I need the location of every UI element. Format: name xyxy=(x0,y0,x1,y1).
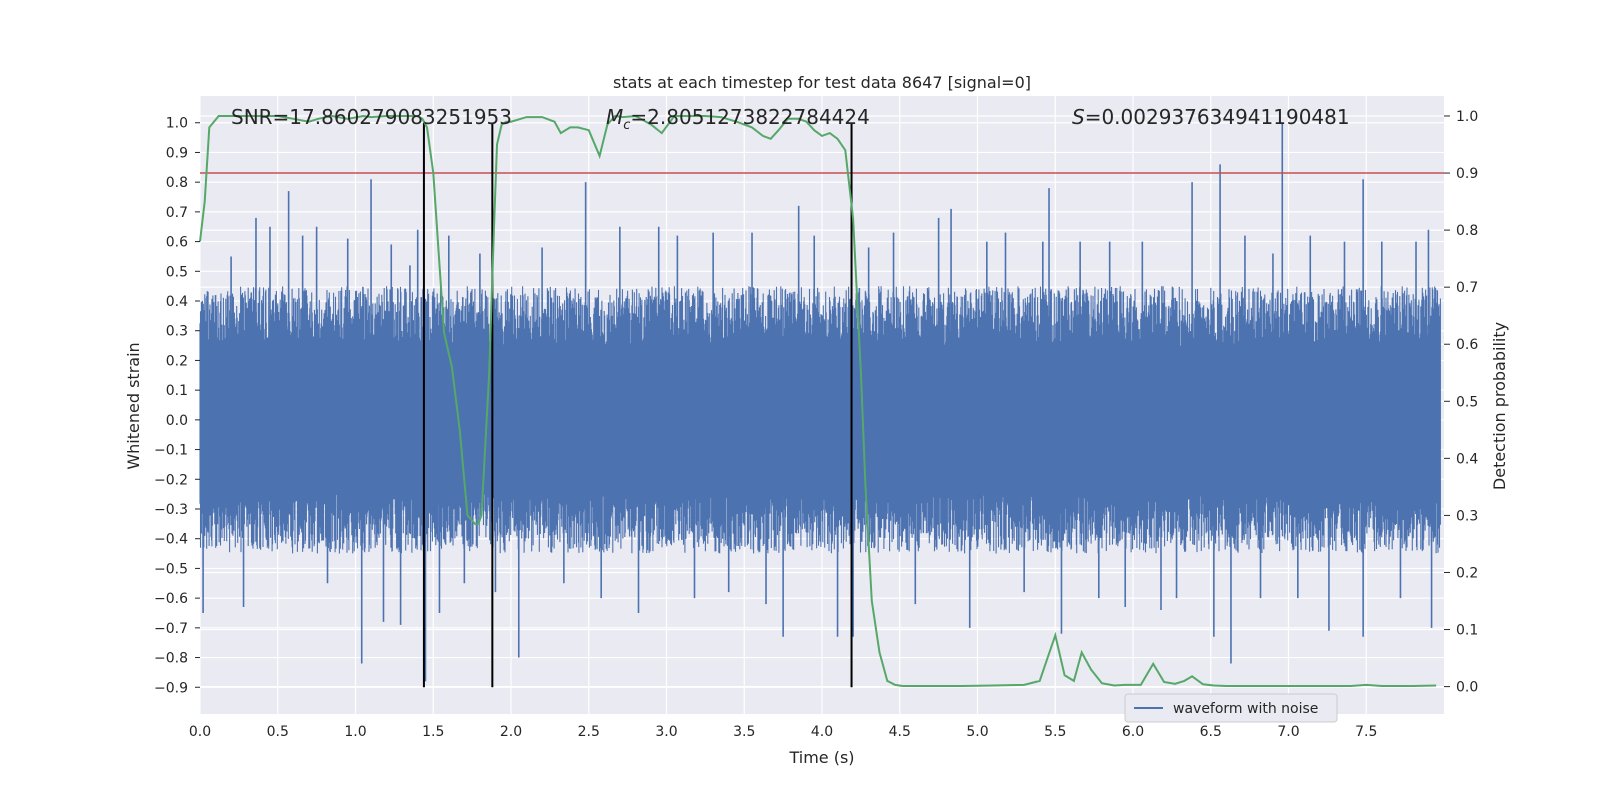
y-ticks-left: 1.0 0.9 0.8 0.7 0.6 0.5 0.4 0.3 0.2 0.1 0.0 −0.1 −0.… xyxy=(154,116,200,696)
y-tick-label-right: 0.1 xyxy=(1456,623,1478,639)
y-tick-label-left: 0.9 xyxy=(166,145,188,161)
y-tick-label-left: 0.6 xyxy=(166,235,188,251)
y-tick-label-right: 0.7 xyxy=(1456,280,1478,296)
legend: waveform with noise xyxy=(1124,693,1338,723)
y-tick-label-right: 0.4 xyxy=(1456,451,1478,467)
y-tick-label-right: 0.5 xyxy=(1456,394,1478,410)
x-tick-label: 2.0 xyxy=(500,724,522,740)
y-ticks-right: 1.0 0.9 0.8 0.7 0.6 0.5 0.4 0.3 0.2 0.1 0.0 xyxy=(1444,109,1478,696)
x-tick-label: 3.0 xyxy=(655,724,677,740)
y-tick-label-right: 0.3 xyxy=(1456,508,1478,524)
vertical-markers xyxy=(422,122,853,688)
legend-box xyxy=(1124,693,1338,723)
y-tick-label-right: 0.2 xyxy=(1456,565,1478,581)
x-tick-label: 7.0 xyxy=(1277,724,1299,740)
y-tick-label-left: 1.0 xyxy=(166,116,188,132)
legend-label: waveform with noise xyxy=(1173,701,1318,717)
chirp-mass-symbol: M xyxy=(606,105,623,129)
y-tick-label-right: 0.8 xyxy=(1456,223,1478,239)
x-ticks: 0.0 0.5 1.0 1.5 2.0 2.5 3.0 3.5 4.0 4.5 5.0 5.5 6.0 6… xyxy=(189,724,1378,740)
chirp-mass-subscript: c xyxy=(623,118,630,133)
y-tick-label-right: 0.6 xyxy=(1456,337,1478,353)
waveform-line xyxy=(199,286,1441,554)
y-tick-label-right: 0.0 xyxy=(1456,680,1478,696)
x-tick-label: 4.0 xyxy=(811,724,833,740)
waveform-series xyxy=(199,122,1441,682)
probability-line xyxy=(199,114,1437,687)
x-tick-label: 5.0 xyxy=(966,724,988,740)
x-tick-label: 0.0 xyxy=(189,724,211,740)
y-tick-label-left: 0.3 xyxy=(166,324,188,340)
y-tick-label-left: −0.8 xyxy=(154,651,188,667)
x-tick-label: 3.5 xyxy=(733,724,755,740)
snr-annotation: SNR=17.860279083251953 xyxy=(231,105,512,129)
y-tick-label-left: 0.7 xyxy=(166,205,188,221)
x-tick-label: 7.5 xyxy=(1355,724,1377,740)
y-tick-label-left: 0.2 xyxy=(166,353,188,369)
chart-title: stats at each timestep for test data 864… xyxy=(613,73,1031,92)
probability-series xyxy=(199,114,1437,687)
y-tick-label-left: 0.0 xyxy=(166,413,188,429)
chirp-mass-value: =2.8051273822784424 xyxy=(630,105,869,129)
y-tick-label-left: −0.1 xyxy=(154,443,188,459)
y-tick-label-left: −0.9 xyxy=(154,680,188,696)
y-tick-label-left: −0.3 xyxy=(154,502,188,518)
y-tick-label-left: 0.4 xyxy=(166,294,188,310)
x-tick-label: 6.0 xyxy=(1122,724,1144,740)
x-tick-label: 1.5 xyxy=(422,724,444,740)
x-tick-label: 2.5 xyxy=(578,724,600,740)
y-tick-label-left: −0.7 xyxy=(154,621,188,637)
x-tick-label: 0.5 xyxy=(267,724,289,740)
x-axis-label: Time (s) xyxy=(788,748,854,767)
y-tick-label-left: 0.8 xyxy=(166,175,188,191)
chirp-mass-annotation: Mc=2.8051273822784424 xyxy=(606,105,870,133)
s-annotation: S=0.002937634941190481 xyxy=(1072,105,1350,129)
y-tick-label-left: −0.5 xyxy=(154,561,188,577)
s-value: =0.002937634941190481 xyxy=(1085,105,1350,129)
y-tick-label-left: −0.2 xyxy=(154,472,188,488)
y-axis-label-right: Detection probability xyxy=(1490,322,1509,490)
y-tick-label-right: 1.0 xyxy=(1456,109,1478,125)
y-axis-label-left: Whitened strain xyxy=(124,342,143,469)
y-tick-label-left: −0.4 xyxy=(154,532,188,548)
y-tick-label-right: 0.9 xyxy=(1456,166,1478,182)
x-tick-label: 6.5 xyxy=(1200,724,1222,740)
x-tick-label: 4.5 xyxy=(889,724,911,740)
y-tick-label-left: −0.6 xyxy=(154,591,188,607)
x-tick-label: 5.5 xyxy=(1044,724,1066,740)
y-tick-label-left: 0.1 xyxy=(166,383,188,399)
y-tick-label-left: 0.5 xyxy=(166,264,188,280)
x-tick-label: 1.0 xyxy=(344,724,366,740)
s-symbol: S xyxy=(1072,105,1085,129)
